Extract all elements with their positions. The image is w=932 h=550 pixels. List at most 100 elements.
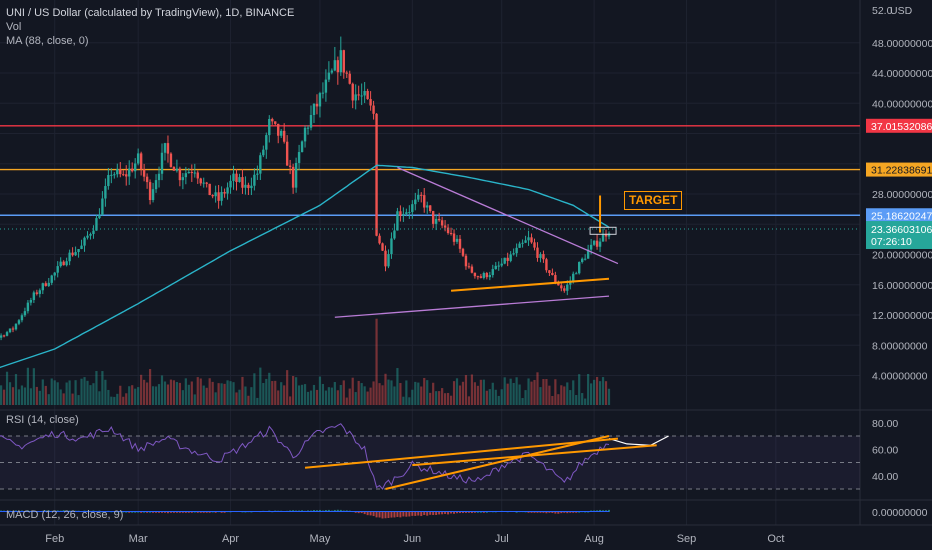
price-axis: 4.00000000 8.00000000 12.00000000 16.000000… [866, 5, 932, 383]
macd-histogram-bar [134, 511, 137, 513]
volume-bar [289, 396, 292, 405]
candle-body [214, 192, 217, 197]
moving-average-label: MA (88, close, 0) [6, 35, 89, 47]
price-tick-label: 28.00000000 [872, 189, 932, 201]
volume-bar [530, 381, 533, 405]
volume-bar [500, 389, 503, 405]
candle-body [598, 241, 602, 247]
volume-bar [232, 382, 235, 405]
macd-pane: 0.00000000 [0, 507, 928, 519]
volume-bar [223, 383, 226, 405]
candle-body [199, 178, 202, 184]
volume-bar [26, 367, 29, 405]
volume-bar [172, 380, 176, 405]
volume-bar [372, 381, 375, 405]
macd-histogram-bar [569, 512, 572, 513]
current-price-label: 23.36603106 [871, 224, 932, 236]
macd-histogram-bar [473, 512, 476, 513]
candle-body [122, 174, 125, 176]
macd-histogram-bar [476, 511, 479, 513]
candle-body [491, 269, 494, 276]
volume-bar [68, 380, 71, 405]
candle-body [172, 166, 176, 171]
candle-body [321, 92, 325, 94]
candle-body [131, 168, 134, 172]
volume-bar [330, 387, 333, 405]
candle-body [32, 292, 36, 300]
candle-body [107, 175, 110, 187]
macd-histogram-bar [527, 512, 530, 513]
volume-bar [566, 382, 569, 405]
volume-bar [375, 318, 378, 405]
candle-body [431, 211, 435, 224]
macd-histogram-bar [459, 512, 461, 514]
volume-bar [446, 392, 450, 405]
volume-bar [83, 377, 86, 405]
candle-body [402, 213, 405, 216]
volume-bar [441, 388, 444, 405]
candle-body [17, 320, 21, 324]
volume-bar [494, 389, 497, 405]
macd-histogram-bar [318, 509, 321, 512]
macd-histogram-bar [339, 509, 342, 512]
volume-bar [151, 386, 155, 405]
volume-bar [163, 381, 167, 405]
target-annotation[interactable]: TARGET [624, 191, 683, 210]
price-box [589, 226, 617, 235]
candle-body [515, 247, 518, 254]
volume-bar [345, 397, 348, 405]
volume-bar [587, 373, 590, 405]
candle-body [467, 266, 471, 268]
candle-body [11, 328, 15, 330]
candle-body [223, 192, 226, 194]
candle-body [47, 282, 50, 286]
macd-histogram-bar [542, 512, 545, 513]
volume-bar [560, 385, 563, 405]
macd-histogram-bar [184, 512, 187, 513]
candle-body [187, 172, 191, 174]
candle-body [271, 118, 274, 122]
trendline-purple-ascending [334, 295, 610, 318]
candle-body [315, 103, 319, 107]
volume-bar [581, 393, 584, 405]
volume-bar [38, 390, 41, 405]
candle-body [548, 270, 551, 274]
candle-body [604, 233, 608, 237]
volume-bar [557, 394, 560, 405]
candle-body [396, 211, 399, 231]
candle-body [98, 215, 101, 219]
volume-bar [5, 371, 9, 405]
macd-tick-label: 0.00000000 [872, 507, 928, 519]
trendline-purple-descending [397, 166, 619, 265]
candle-body [485, 273, 489, 278]
candle-body [560, 285, 563, 289]
macd-histogram-bar [402, 512, 405, 517]
volume-bar [247, 395, 250, 405]
candle-body [226, 187, 229, 194]
macd-histogram-bar [414, 512, 417, 516]
volume-bar [444, 393, 447, 405]
candle-body [578, 262, 581, 274]
volume-bar [193, 394, 196, 405]
candle-body [545, 259, 548, 271]
volume-bar [584, 398, 587, 405]
candle-body [524, 240, 527, 243]
volume-bar [479, 379, 482, 405]
candle-body [50, 275, 53, 283]
macd-histogram-bar [125, 511, 128, 513]
volume-bar [250, 387, 253, 405]
volume-bar [77, 395, 80, 405]
candle-body [133, 163, 137, 172]
volume-bar [169, 379, 173, 405]
candle-body [303, 127, 307, 142]
volume-bar [572, 380, 575, 405]
candle-body [253, 174, 256, 186]
candle-body [56, 266, 59, 273]
volume-bar [399, 383, 402, 405]
candle-body [306, 127, 310, 129]
candle-body [80, 245, 83, 250]
candle-body [423, 195, 426, 208]
volume-bar [0, 385, 3, 405]
volume-bar [548, 385, 551, 405]
